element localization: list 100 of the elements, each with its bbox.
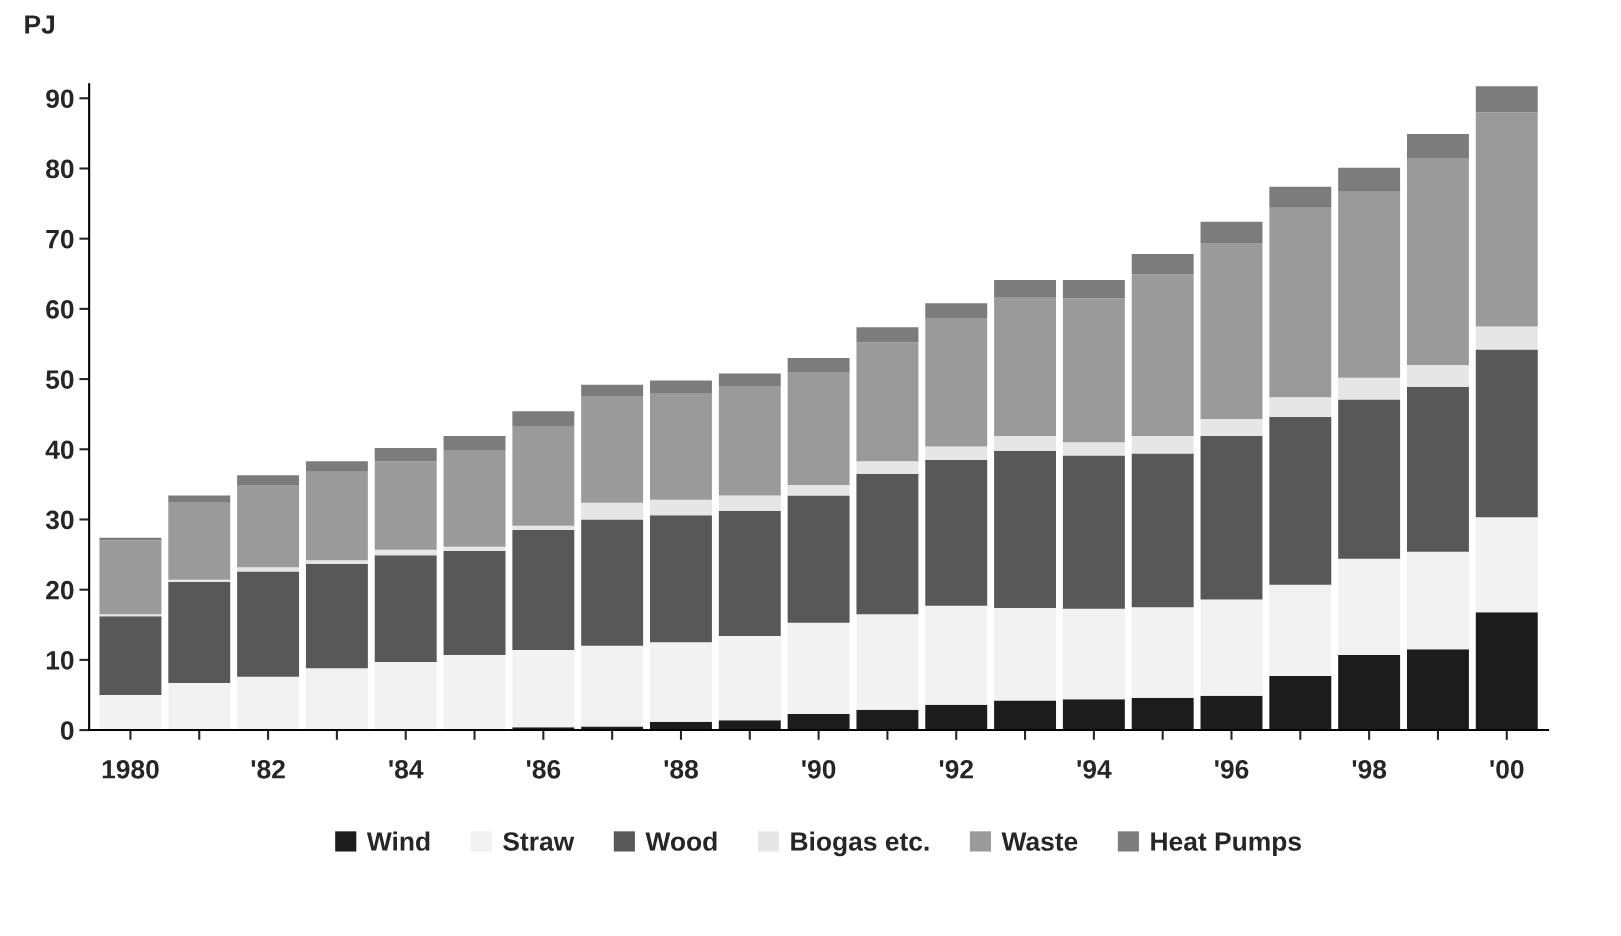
bar <box>856 473 919 615</box>
bar <box>787 358 850 373</box>
bar <box>1475 326 1538 350</box>
bar <box>99 616 162 695</box>
bar <box>1200 435 1263 600</box>
bar <box>374 461 437 550</box>
bar <box>1475 86 1538 113</box>
bar <box>305 461 368 472</box>
bar <box>305 668 368 731</box>
bar <box>1269 207 1332 398</box>
bar <box>1338 377 1401 400</box>
bar <box>237 567 300 572</box>
y-tick-label: 40 <box>45 440 74 460</box>
bar <box>1475 112 1538 327</box>
bar <box>512 650 575 728</box>
bar <box>994 280 1057 297</box>
bar <box>1338 399 1401 559</box>
bar <box>994 450 1057 608</box>
bar <box>787 372 850 486</box>
bar <box>374 555 437 662</box>
bar <box>1062 455 1125 609</box>
bar <box>994 296 1057 436</box>
x-tick-label: '98 <box>1352 759 1387 779</box>
bar <box>650 642 712 722</box>
y-tick-label: 0 <box>60 721 74 740</box>
bar <box>512 530 575 651</box>
bar <box>1269 584 1332 677</box>
legend-label: Wind <box>366 831 430 851</box>
bar <box>856 461 919 474</box>
bar <box>1131 254 1194 275</box>
y-axis-title: PJ <box>25 15 54 34</box>
y-tick-label: 70 <box>46 229 74 249</box>
bar <box>856 614 919 710</box>
bar <box>925 704 988 731</box>
bar <box>99 694 162 731</box>
bar <box>305 471 368 561</box>
bar <box>925 605 988 705</box>
bar <box>1406 649 1469 731</box>
bar <box>856 342 919 462</box>
bar <box>168 683 231 731</box>
bar <box>1406 386 1469 552</box>
bar <box>305 563 368 669</box>
y-tick-label: 20 <box>46 580 74 600</box>
bar <box>512 426 575 526</box>
bar <box>1269 416 1332 585</box>
bar <box>1269 676 1332 731</box>
x-tick-label: '84 <box>389 759 424 779</box>
bar <box>1338 167 1401 192</box>
bar <box>1338 191 1401 378</box>
bar <box>1475 517 1538 613</box>
bar <box>512 525 575 531</box>
bar <box>1475 612 1538 731</box>
bar <box>787 485 850 496</box>
bar <box>787 495 850 623</box>
bar <box>1406 134 1469 159</box>
legend-label: Biogas etc. <box>791 831 929 857</box>
bar <box>718 386 781 496</box>
x-tick-label: '86 <box>526 759 561 779</box>
bar <box>1406 551 1469 650</box>
bar <box>1131 274 1194 436</box>
bar <box>787 622 850 714</box>
bar <box>581 519 644 646</box>
bar <box>994 435 1057 451</box>
legend-label: Waste <box>1001 832 1078 851</box>
bar <box>374 447 437 462</box>
bar <box>1269 397 1332 417</box>
x-tick-label: 1980 <box>102 759 159 779</box>
bar <box>168 495 231 503</box>
bar <box>994 607 1057 701</box>
bar <box>1338 558 1401 655</box>
bar <box>512 411 575 427</box>
y-tick-label: 30 <box>45 510 74 530</box>
x-tick-label: '96 <box>1215 759 1249 779</box>
bar <box>650 380 712 394</box>
y-tick-label: 50 <box>46 370 74 389</box>
bar <box>443 546 506 552</box>
bar <box>581 502 644 520</box>
bar <box>1131 453 1194 608</box>
bar <box>1062 699 1125 731</box>
bar <box>925 446 988 460</box>
legend-label: Heat Pumps <box>1151 832 1301 857</box>
y-tick-label: 10 <box>46 651 74 670</box>
x-tick-label: '94 <box>1077 759 1112 779</box>
bar <box>1338 654 1401 731</box>
bar <box>925 303 988 319</box>
x-tick-label: '92 <box>939 759 973 779</box>
bar <box>856 327 919 343</box>
x-tick-label: '90 <box>802 759 836 779</box>
bar <box>1200 419 1263 436</box>
legend-label: Straw <box>503 832 575 851</box>
bar <box>1406 365 1469 387</box>
y-tick-label: 60 <box>46 300 74 319</box>
bar <box>650 499 712 516</box>
bar <box>1131 697 1194 731</box>
bar <box>1062 608 1125 700</box>
bar <box>1200 221 1263 243</box>
bar <box>650 515 712 643</box>
y-tick-label: 90 <box>46 89 74 109</box>
bar <box>718 373 781 387</box>
bar <box>1200 242 1263 420</box>
